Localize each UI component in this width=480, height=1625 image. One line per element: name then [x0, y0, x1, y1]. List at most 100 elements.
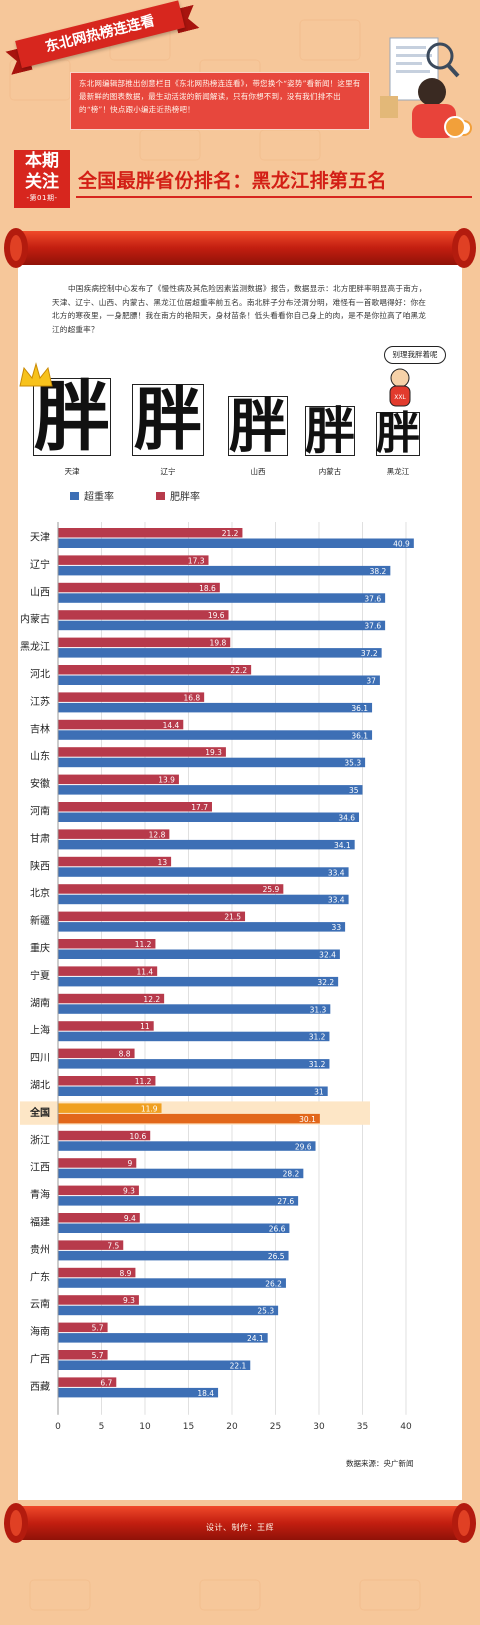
bar-label-obese: 11	[140, 1022, 150, 1031]
category-label: 北京	[30, 887, 50, 900]
bar-label-obese: 5.7	[92, 1351, 104, 1360]
bar-overweight	[58, 1250, 289, 1261]
character-box	[228, 396, 288, 456]
overweight-obesity-bar-chart: 超重率 肥胖率 0 5 10 15 20 25 30 35 40 天津 21.2 40.9 辽宁 17.3 38…	[20, 490, 414, 1432]
character-box	[376, 412, 420, 456]
bar-label-obese: 11.2	[135, 1077, 152, 1086]
bar-overweight	[58, 839, 355, 850]
bar-label-overweight: 33.4	[328, 896, 345, 905]
bar-label-overweight: 34.1	[334, 841, 351, 850]
bar-overweight	[58, 538, 414, 548]
bar-obese	[58, 1021, 154, 1031]
bar-obese	[58, 1158, 137, 1168]
category-label: 西藏	[30, 1381, 50, 1393]
bar-label-obese: 21.5	[224, 913, 241, 922]
bar-obese	[58, 829, 170, 839]
bar-overweight	[58, 565, 391, 576]
bar-obese	[58, 1048, 135, 1059]
bar-overweight	[58, 648, 382, 658]
fat-character: 胖	[376, 408, 420, 459]
bar-label-overweight: 26.2	[265, 1279, 282, 1288]
bar-label-overweight: 33.4	[328, 868, 345, 877]
category-label: 上海	[30, 1024, 50, 1037]
bar-obese	[58, 939, 156, 949]
article-paragraph: 中国疾病控制中心发布了《慢性病及其危险因素监测数据》报告，数据显示：北方肥胖率明…	[52, 284, 427, 334]
bar-label-overweight: 31	[314, 1088, 324, 1097]
x-tick-label: 10	[139, 1422, 151, 1432]
category-label: 新疆	[30, 914, 50, 927]
bar-overweight	[58, 1223, 290, 1233]
bar-obese	[58, 774, 179, 785]
bar-label-obese: 12.2	[143, 995, 160, 1004]
crown-icon	[19, 362, 53, 387]
bar-overweight	[58, 949, 340, 959]
bar-label-obese: 11.9	[141, 1104, 158, 1113]
category-label: 海南	[30, 1325, 50, 1338]
intro-box: 东北网编辑部推出创意栏目《东北网热榜连连看》，带您换个“姿势”看新闻！这里有最新…	[70, 72, 370, 130]
bar-obese	[58, 911, 246, 922]
bar-label-overweight: 36.1	[351, 731, 368, 740]
category-label: 全国	[29, 1106, 50, 1119]
bar-overweight	[58, 702, 373, 713]
x-tick-label: 20	[226, 1422, 238, 1432]
category-label: 陕西	[30, 859, 50, 872]
data-source: 数据来源：央广新闻	[346, 1459, 414, 1468]
bar-label-overweight: 37.2	[361, 649, 378, 658]
bar-label-overweight: 33	[332, 923, 342, 932]
character-box	[33, 378, 111, 456]
top5-characters: 胖天津 胖辽宁 胖山西 胖内蒙古 胖黑龙江 XXL	[19, 360, 460, 480]
category-label: 黑龙江	[20, 640, 50, 653]
badge-issue-number: -第01期-	[26, 194, 58, 202]
x-tick-label: 40	[400, 1422, 412, 1432]
category-label: 青海	[30, 1188, 50, 1201]
bar-label-obese: 19.3	[205, 748, 222, 757]
bar-label-obese: 8.8	[119, 1050, 131, 1059]
x-tick-label: 35	[357, 1422, 368, 1432]
bar-label-obese: 9.3	[123, 1296, 135, 1305]
fat-character: 胖	[305, 401, 355, 460]
category-label: 山东	[30, 750, 50, 763]
bar-overweight	[58, 675, 380, 685]
bar-label-overweight: 35	[349, 786, 359, 795]
bar-overweight	[58, 593, 386, 603]
bar-label-overweight: 26.5	[268, 1252, 285, 1261]
category-label: 云南	[30, 1298, 50, 1311]
bar-label-overweight: 32.2	[317, 978, 334, 987]
x-tick-label: 25	[270, 1422, 281, 1432]
fat-character: 胖	[228, 392, 287, 460]
category-label: 广东	[30, 1270, 50, 1283]
bar-obese	[58, 993, 165, 1004]
bar-obese	[58, 610, 229, 620]
bar-overweight	[58, 1086, 328, 1096]
bar-obese	[58, 692, 205, 702]
speech-bubble: 别理我胖着呢	[384, 346, 446, 364]
character-province-name: 山西	[250, 467, 266, 476]
character-province-name: 辽宁	[160, 467, 176, 476]
bar-label-obese: 9.4	[124, 1214, 136, 1223]
bar-label-overweight: 25.3	[257, 1307, 274, 1316]
badge-line-1: 本期	[25, 151, 59, 171]
bar-obese	[58, 856, 172, 867]
bar-obese	[58, 1103, 162, 1113]
bar-obese	[58, 1130, 151, 1141]
scroll-rod-top	[4, 228, 476, 268]
bar-label-obese: 11.4	[136, 967, 153, 976]
bar-label-overweight: 38.2	[370, 567, 387, 576]
fat-character: 胖	[34, 372, 110, 461]
bar-overweight	[58, 1141, 316, 1151]
bar-overweight	[58, 730, 373, 740]
bar-obese	[58, 719, 184, 730]
character-province-name: 内蒙古	[318, 467, 342, 476]
bar-label-obese: 17.7	[191, 803, 208, 812]
bar-label-overweight: 37.6	[364, 594, 381, 603]
bar-label-obese: 8.9	[119, 1269, 131, 1278]
bar-overweight	[58, 922, 346, 932]
bar-label-overweight: 18.4	[197, 1389, 214, 1398]
category-label: 安徽	[30, 777, 50, 790]
bar-obese	[58, 555, 209, 565]
bar-label-overweight: 35.3	[344, 759, 361, 768]
bar-obese	[58, 1240, 124, 1250]
bar-overweight	[58, 1168, 304, 1179]
category-label: 湖北	[30, 1080, 50, 1092]
character-province-name: 天津	[64, 467, 80, 476]
